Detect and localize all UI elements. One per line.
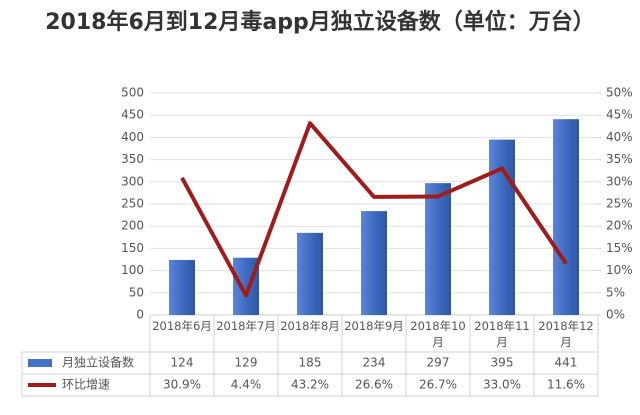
table-value: 441 [555, 356, 578, 370]
x-tick-label: 2018年8月 [280, 319, 340, 333]
table-value: 395 [491, 356, 514, 370]
y-tick-label: 100 [121, 263, 144, 277]
y2-tick-label: 15% [606, 241, 633, 255]
x-tick-label: 2018年11月 [474, 319, 530, 349]
bar [425, 183, 451, 315]
y2-tick-label: 30% [606, 174, 633, 188]
legend-label: 月独立设备数 [62, 355, 134, 370]
table-value: 43.2% [291, 378, 329, 392]
y-tick-label: 0 [136, 308, 144, 322]
y-tick-label: 300 [121, 174, 144, 188]
y-tick-label: 200 [121, 219, 144, 233]
table-value: 185 [299, 356, 322, 370]
y2-tick-label: 20% [606, 219, 633, 233]
bar [169, 259, 195, 315]
table-value: 26.7% [419, 378, 457, 392]
x-tick-label: 2018年9月 [344, 319, 404, 333]
x-tick-label: 2018年12月 [538, 319, 594, 349]
y2-tick-label: 0% [606, 308, 625, 322]
y2-tick-label: 45% [606, 108, 633, 122]
table-value: 124 [171, 356, 194, 370]
y2-tick-label: 35% [606, 152, 633, 166]
x-tick-label: 2018年7月 [216, 319, 276, 333]
bar [297, 232, 323, 315]
y-tick-label: 350 [121, 152, 144, 166]
y-tick-label: 250 [121, 197, 144, 211]
legend-label: 环比增速 [62, 378, 110, 392]
table-value: 234 [363, 356, 386, 370]
bar [489, 139, 515, 315]
table-value: 4.4% [231, 378, 262, 392]
y-tick-label: 400 [121, 130, 144, 144]
table-value: 26.6% [355, 378, 393, 392]
x-tick-label: 2018年10月 [410, 319, 466, 349]
y2-tick-label: 5% [606, 285, 625, 299]
y2-tick-label: 40% [606, 130, 633, 144]
y2-tick-label: 50% [606, 86, 633, 100]
legend-key [28, 359, 52, 367]
table-value: 30.9% [163, 378, 201, 392]
y-tick-label: 150 [121, 241, 144, 255]
bar [553, 119, 579, 315]
bar [361, 211, 387, 315]
chart-title: 2018年6月到12月毒app月独立设备数（单位：万台） [45, 10, 595, 35]
table-value: 33.0% [483, 378, 521, 392]
y-tick-label: 450 [121, 108, 144, 122]
table-value: 129 [235, 356, 258, 370]
table-value: 11.6% [547, 378, 585, 392]
y2-tick-label: 25% [606, 197, 633, 211]
x-tick-label: 2018年6月 [152, 319, 212, 333]
y-tick-label: 500 [121, 86, 144, 100]
line [180, 121, 568, 298]
y-tick-label: 50 [129, 285, 144, 299]
table-value: 297 [427, 356, 450, 370]
y2-tick-label: 10% [606, 263, 633, 277]
